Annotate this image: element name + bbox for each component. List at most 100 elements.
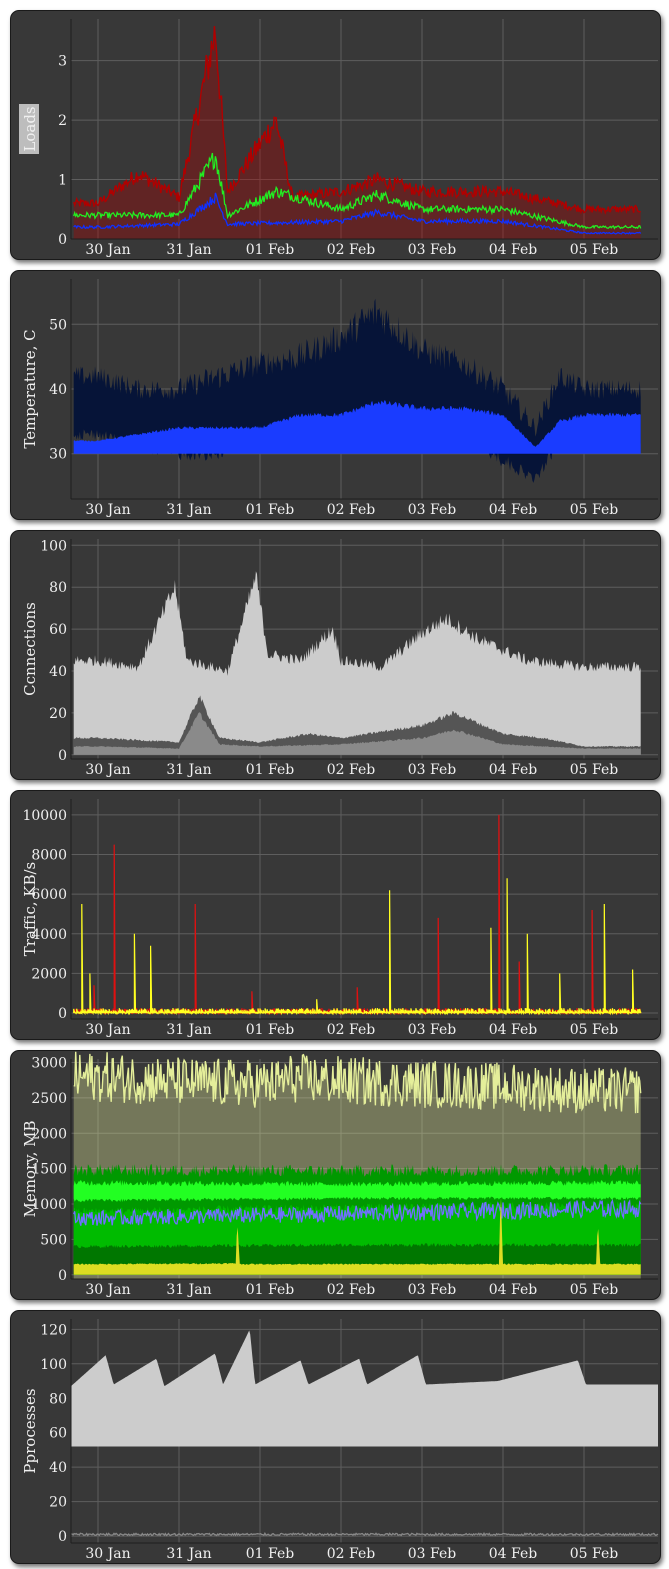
memory-chart: 0 500 1000 1500 2000 2500 3000 30 Jan 31 Jan 01 F… [10,1050,661,1300]
x-tick-label: 02 Feb [327,1282,375,1298]
x-tick-label: 03 Feb [408,1022,456,1038]
y-tick-label: 6000 [31,887,67,903]
grid [71,19,658,240]
series-line [73,1198,642,1226]
x-tick-label: 01 Feb [246,502,294,518]
x-tick-label: 03 Feb [408,762,456,778]
loads-chart-svg: 0 1 2 3 30 Jan 31 Jan 01 Feb 02 Feb 03 Feb 04 Feb… [19,19,658,258]
y-tick-label: 0 [58,1006,67,1022]
x-tick-label: 30 Jan [85,762,130,778]
series-band [73,298,641,483]
y-axis-label-text: Traffic, KB/s [21,862,39,957]
x-tick-label: 04 Feb [489,1282,537,1298]
series-2 [73,1179,641,1203]
x-tick-label: 31 Jan [166,242,211,258]
y-axis-label: Ccnnections [21,602,39,696]
connections-chart: 0 20 40 60 80 100 30 Jan 31 Jan 01 Feb 02 Feb 03 F… [10,530,661,780]
x-tick-label: 02 Feb [327,502,375,518]
y-tick-label: 0 [58,1268,67,1284]
y-axis-label: Temperature, C [21,329,39,448]
x-tick-label: 05 Feb [570,1282,618,1298]
y-axis-label-text: Pprocesses [21,1388,39,1473]
y-tick-label: 80 [49,1391,67,1407]
y-tick-label: 10000 [22,808,67,824]
loads-chart: 0 1 2 3 30 Jan 31 Jan 01 Feb 02 Feb 03 Feb 04 Feb… [10,10,661,260]
x-tick-label: 02 Feb [327,762,375,778]
y-tick-label: 4000 [31,927,67,943]
series-4 [73,1198,642,1226]
x-tick-label: 30 Jan [85,502,130,518]
series-area [73,712,641,755]
series-area [73,571,641,755]
y-tick-label: 40 [49,664,67,680]
x-tick-label: 30 Jan [85,242,130,258]
memory-chart-svg: 0 500 1000 1500 2000 2500 3000 30 Jan 31 Jan 01 F… [21,1051,658,1298]
series-1 [73,878,642,1016]
series-0 [73,26,641,239]
series-area [73,400,641,454]
y-tick-label: 40 [49,1460,67,1476]
y-tick-label: 20 [49,1495,67,1511]
x-tick-label: 31 Jan [166,762,211,778]
series-line [70,1531,659,1537]
x-tick-label: 02 Feb [327,1546,375,1562]
y-axis-label-text: Ccnnections [21,602,39,696]
x-tick-label: 05 Feb [570,1022,618,1038]
series-0 [73,571,641,755]
y-tick-label: 0 [58,1529,67,1545]
processes-chart-svg: 0 20 40 60 80 100 120 30 Jan 31 Jan 01 Feb 02 Feb 0… [21,1319,659,1562]
x-tick-label: 01 Feb [246,242,294,258]
y-axis-label-text: Memory, MB [21,1120,39,1217]
x-tick-label: 01 Feb [246,1282,294,1298]
series-0 [71,1330,658,1447]
x-tick-label: 04 Feb [489,242,537,258]
y-axis-label: Memory, MB [21,1120,39,1217]
series-band [73,1179,641,1203]
y-tick-label: 2500 [31,1091,67,1107]
y-axis-label-text: Loads [21,106,39,151]
x-tick-label: 05 Feb [570,1546,618,1562]
y-tick-label: 3000 [31,1056,67,1072]
y-tick-label: 100 [40,538,67,554]
x-tick-label: 05 Feb [570,502,618,518]
series-2 [73,712,641,755]
x-tick-label: 05 Feb [570,242,618,258]
y-tick-label: 60 [49,1426,67,1442]
y-tick-label: 100 [40,1357,67,1373]
y-axis-label: Loads [19,104,39,154]
series-1 [73,400,641,454]
y-tick-label: 60 [49,622,67,638]
y-tick-label: 500 [40,1232,67,1248]
series-line [73,192,642,235]
traffic-chart: 0 2000 4000 6000 8000 10000 30 Jan 31 Jan 01 Feb… [10,790,661,1040]
x-tick-label: 01 Feb [246,762,294,778]
temperature-chart-svg: 30 40 50 30 Jan 31 Jan 01 Feb 02 Feb 03 Feb 04 F… [21,279,658,518]
y-tick-label: 8000 [31,847,67,863]
series-area [73,26,641,239]
x-tick-label: 30 Jan [85,1022,130,1038]
x-tick-label: 03 Feb [408,1546,456,1562]
y-tick-label: 1500 [31,1162,67,1178]
series-area [73,1198,641,1275]
series-line [73,26,641,215]
x-tick-label: 04 Feb [489,502,537,518]
y-tick-label: 2000 [31,1126,67,1142]
series-band [71,1330,658,1447]
series-6 [73,1198,641,1275]
processes-chart: 0 20 40 60 80 100 120 30 Jan 31 Jan 01 Feb 02 Feb 0… [10,1310,661,1564]
y-tick-label: 1000 [31,1197,67,1213]
y-tick-label: 40 [49,382,67,398]
x-tick-label: 04 Feb [489,1546,537,1562]
x-tick-label: 05 Feb [570,762,618,778]
temperature-chart: 30 40 50 30 Jan 31 Jan 01 Feb 02 Feb 03 Feb 04 F… [10,270,661,520]
traffic-chart-svg: 0 2000 4000 6000 8000 10000 30 Jan 31 Jan 01 Feb… [21,799,658,1038]
x-tick-label: 02 Feb [327,242,375,258]
x-tick-label: 31 Jan [166,1282,211,1298]
y-tick-label: 80 [49,580,67,596]
y-tick-label: 50 [49,317,67,333]
x-tick-label: 31 Jan [166,1022,211,1038]
y-tick-label: 30 [49,447,67,463]
x-tick-label: 03 Feb [408,242,456,258]
series-0 [73,298,641,483]
x-tick-label: 31 Jan [166,502,211,518]
